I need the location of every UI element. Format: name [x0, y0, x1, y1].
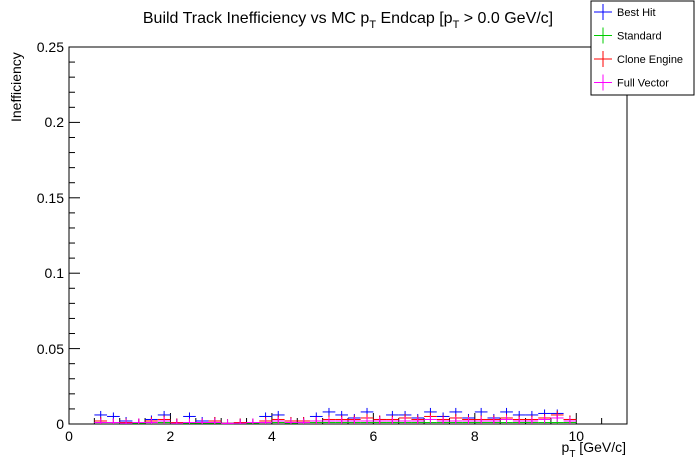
x-axis-title-unit: [GeV/c]: [575, 439, 626, 455]
legend-entry: Best Hit: [594, 4, 656, 20]
legend-label: Standard: [617, 31, 662, 43]
data-point: [246, 418, 260, 424]
data-point: [119, 419, 133, 424]
y-tick-label: 0.25: [37, 39, 64, 55]
data-point: [386, 416, 399, 424]
x-tick-label: 4: [268, 428, 276, 444]
plot-frame: [68, 46, 628, 425]
legend-entry: Standard: [594, 27, 662, 44]
legend-entry: Clone Engine: [594, 51, 683, 67]
chart-title-post: > 0.0 GeV/c]: [459, 10, 553, 27]
data-point: [424, 415, 437, 424]
data-point: [157, 416, 171, 424]
data-point: [132, 418, 146, 424]
legend-label: Clone Engine: [617, 54, 683, 66]
x-tick-label: 2: [167, 428, 175, 444]
data-point: [335, 416, 348, 424]
data-point: [474, 416, 488, 424]
data-point: [525, 416, 539, 424]
x-tick-label: 6: [370, 428, 378, 444]
legend: Best Hit Standard Clone Engine Full Vector: [590, 0, 695, 96]
data-point: [94, 418, 108, 424]
data-point: [500, 415, 513, 424]
chart-title-mid: Endcap [p: [376, 10, 453, 27]
data-point: [221, 419, 234, 425]
y-tick-label: 0: [56, 416, 64, 432]
data-point: [145, 418, 158, 424]
data-point: [107, 418, 120, 424]
data-point: [398, 416, 412, 424]
data-point: [322, 416, 336, 424]
y-axis-ticks: [69, 46, 80, 425]
y-tick-label: 0.05: [37, 341, 64, 357]
y-tick-label: 0.15: [37, 190, 64, 206]
y-tick-label: 0.2: [45, 114, 65, 130]
data-point: [195, 418, 209, 424]
data-point: [183, 418, 196, 424]
x-axis-title-main: p: [562, 439, 570, 455]
series-full-vector: [94, 413, 577, 425]
data-point: [436, 416, 450, 424]
data-point: [348, 416, 361, 424]
data-point: [297, 418, 310, 424]
x-tick-label: 8: [471, 428, 479, 444]
data-point: [233, 419, 247, 424]
x-axis-title-sub: T: [569, 449, 575, 460]
y-axis-title: Inefficiency: [8, 52, 24, 122]
data-point: [550, 413, 564, 422]
data-point: [322, 407, 336, 416]
y-tick-label: 0.1: [45, 265, 65, 281]
legend-box: [590, 0, 695, 96]
x-tick-label: 0: [65, 428, 73, 444]
data-point: [563, 416, 577, 424]
data-layer: [94, 407, 577, 425]
legend-entry: Full Vector: [594, 74, 669, 91]
data-point: [449, 416, 463, 424]
chart-title-pre: Build Track Inefficiency vs MC p: [143, 10, 370, 27]
y-axis-tick-labels: 0 0.05 0.1 0.15 0.2 0.25: [37, 39, 64, 432]
chart-title: Build Track Inefficiency vs MC pT Endcap…: [143, 10, 553, 31]
legend-label: Best Hit: [617, 7, 656, 19]
chart-title-sub2: T: [453, 19, 460, 31]
data-point: [474, 407, 488, 416]
chart-title-sub1: T: [369, 19, 376, 31]
data-point: [284, 418, 298, 424]
data-point: [360, 416, 374, 424]
x-tick-label: 10: [569, 428, 585, 444]
x-axis-title: pT [GeV/c]: [562, 439, 626, 460]
data-point: [487, 416, 501, 424]
data-point: [411, 416, 425, 424]
legend-label: Full Vector: [617, 78, 669, 90]
data-point: [512, 416, 526, 424]
series-best-hit: [94, 407, 577, 424]
data-point: [259, 418, 272, 424]
data-point: [462, 416, 475, 424]
data-point: [208, 418, 222, 424]
x-axis-tick-labels: 0 2 4 6 8 10: [65, 428, 584, 444]
data-point: [373, 416, 387, 424]
data-point: [538, 415, 551, 424]
data-point: [271, 416, 285, 424]
data-point: [170, 419, 184, 424]
data-point: [309, 416, 323, 424]
